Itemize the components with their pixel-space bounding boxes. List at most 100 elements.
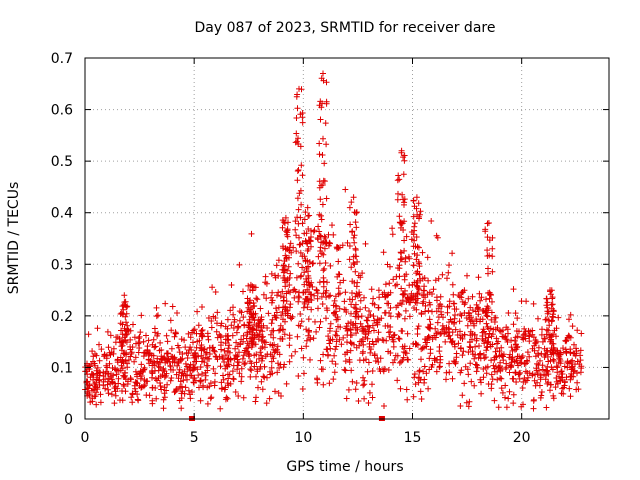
data-point [194, 308, 201, 315]
data-point [364, 317, 371, 324]
data-point [535, 315, 541, 322]
data-point [299, 386, 306, 392]
data-point [397, 224, 404, 231]
data-point [550, 308, 557, 315]
data-point [416, 260, 423, 267]
data-point [251, 363, 258, 370]
data-point [356, 289, 363, 296]
data-point [246, 319, 253, 325]
data-point [233, 339, 240, 346]
data-point [230, 304, 236, 311]
data-point [311, 292, 318, 299]
data-point [532, 337, 539, 344]
data-point [561, 363, 568, 370]
data-point [229, 368, 236, 375]
data-point [266, 395, 273, 402]
data-point [473, 301, 480, 308]
data-point [421, 363, 428, 370]
data-point [348, 199, 355, 206]
data-point [247, 281, 254, 288]
data-point [132, 388, 139, 395]
data-point [484, 303, 491, 310]
data-point [295, 220, 302, 227]
data-point [349, 278, 356, 285]
data-point [410, 197, 417, 204]
data-point [273, 305, 279, 312]
data-point [277, 335, 284, 342]
data-point [313, 328, 320, 335]
data-point [479, 329, 486, 336]
data-point [132, 354, 139, 361]
data-point [257, 327, 264, 334]
data-point [111, 400, 118, 407]
data-point [113, 371, 120, 378]
data-point [232, 352, 239, 359]
data-point [566, 316, 572, 323]
data-point [282, 318, 288, 325]
axis-ticks: 0 0.1 0.2 0.3 0.4 0.5 0.6 0.7 0 5 10 15 20 [51, 51, 609, 446]
data-point [191, 326, 198, 333]
data-point [183, 349, 190, 356]
grid-lines [85, 58, 609, 419]
data-point [514, 315, 521, 322]
data-point [508, 337, 515, 344]
data-point [551, 327, 558, 334]
data-point [547, 291, 554, 298]
data-point [486, 330, 493, 337]
data-point [401, 315, 408, 322]
data-point [334, 332, 340, 339]
data-point [348, 332, 355, 338]
data-point [337, 290, 343, 297]
data-point [366, 308, 372, 314]
data-point [342, 358, 349, 365]
data-point [284, 233, 291, 240]
data-point [563, 337, 570, 344]
data-point [152, 375, 159, 382]
y-tick-label: 0.6 [51, 103, 73, 119]
data-point [547, 387, 553, 394]
data-point [419, 249, 426, 256]
data-point [506, 388, 513, 395]
data-point [521, 330, 528, 337]
data-point [330, 302, 337, 309]
data-point [267, 351, 274, 358]
data-point [317, 357, 324, 364]
data-point [567, 346, 574, 353]
data-point [96, 357, 103, 364]
data-point [125, 326, 131, 333]
data-point [86, 391, 92, 398]
data-point [321, 178, 328, 185]
data-point [405, 294, 411, 301]
data-point [269, 297, 276, 304]
data-point [285, 288, 292, 295]
y-tick-label: 0.5 [51, 154, 73, 170]
data-point [416, 367, 423, 374]
data-point [463, 399, 470, 406]
data-point [499, 333, 506, 340]
data-point [344, 239, 351, 246]
data-point [93, 401, 100, 408]
data-point [308, 279, 315, 286]
data-point [484, 363, 491, 370]
data-point [102, 385, 109, 392]
data-point [357, 338, 363, 345]
data-point [410, 213, 417, 220]
data-point [550, 356, 557, 363]
data-point [438, 330, 445, 337]
data-point [461, 287, 468, 294]
data-point [413, 194, 420, 201]
data-point [371, 317, 378, 324]
data-point [394, 196, 401, 203]
data-point [362, 304, 369, 311]
data-point [458, 345, 464, 351]
data-point [202, 376, 209, 383]
data-point [165, 350, 171, 357]
data-point [390, 332, 397, 339]
data-point [464, 322, 471, 329]
data-point [513, 379, 520, 385]
data-point [296, 85, 302, 92]
data-point [371, 327, 377, 334]
data-point [112, 339, 119, 346]
data-point [136, 333, 143, 340]
data-point [104, 328, 111, 335]
